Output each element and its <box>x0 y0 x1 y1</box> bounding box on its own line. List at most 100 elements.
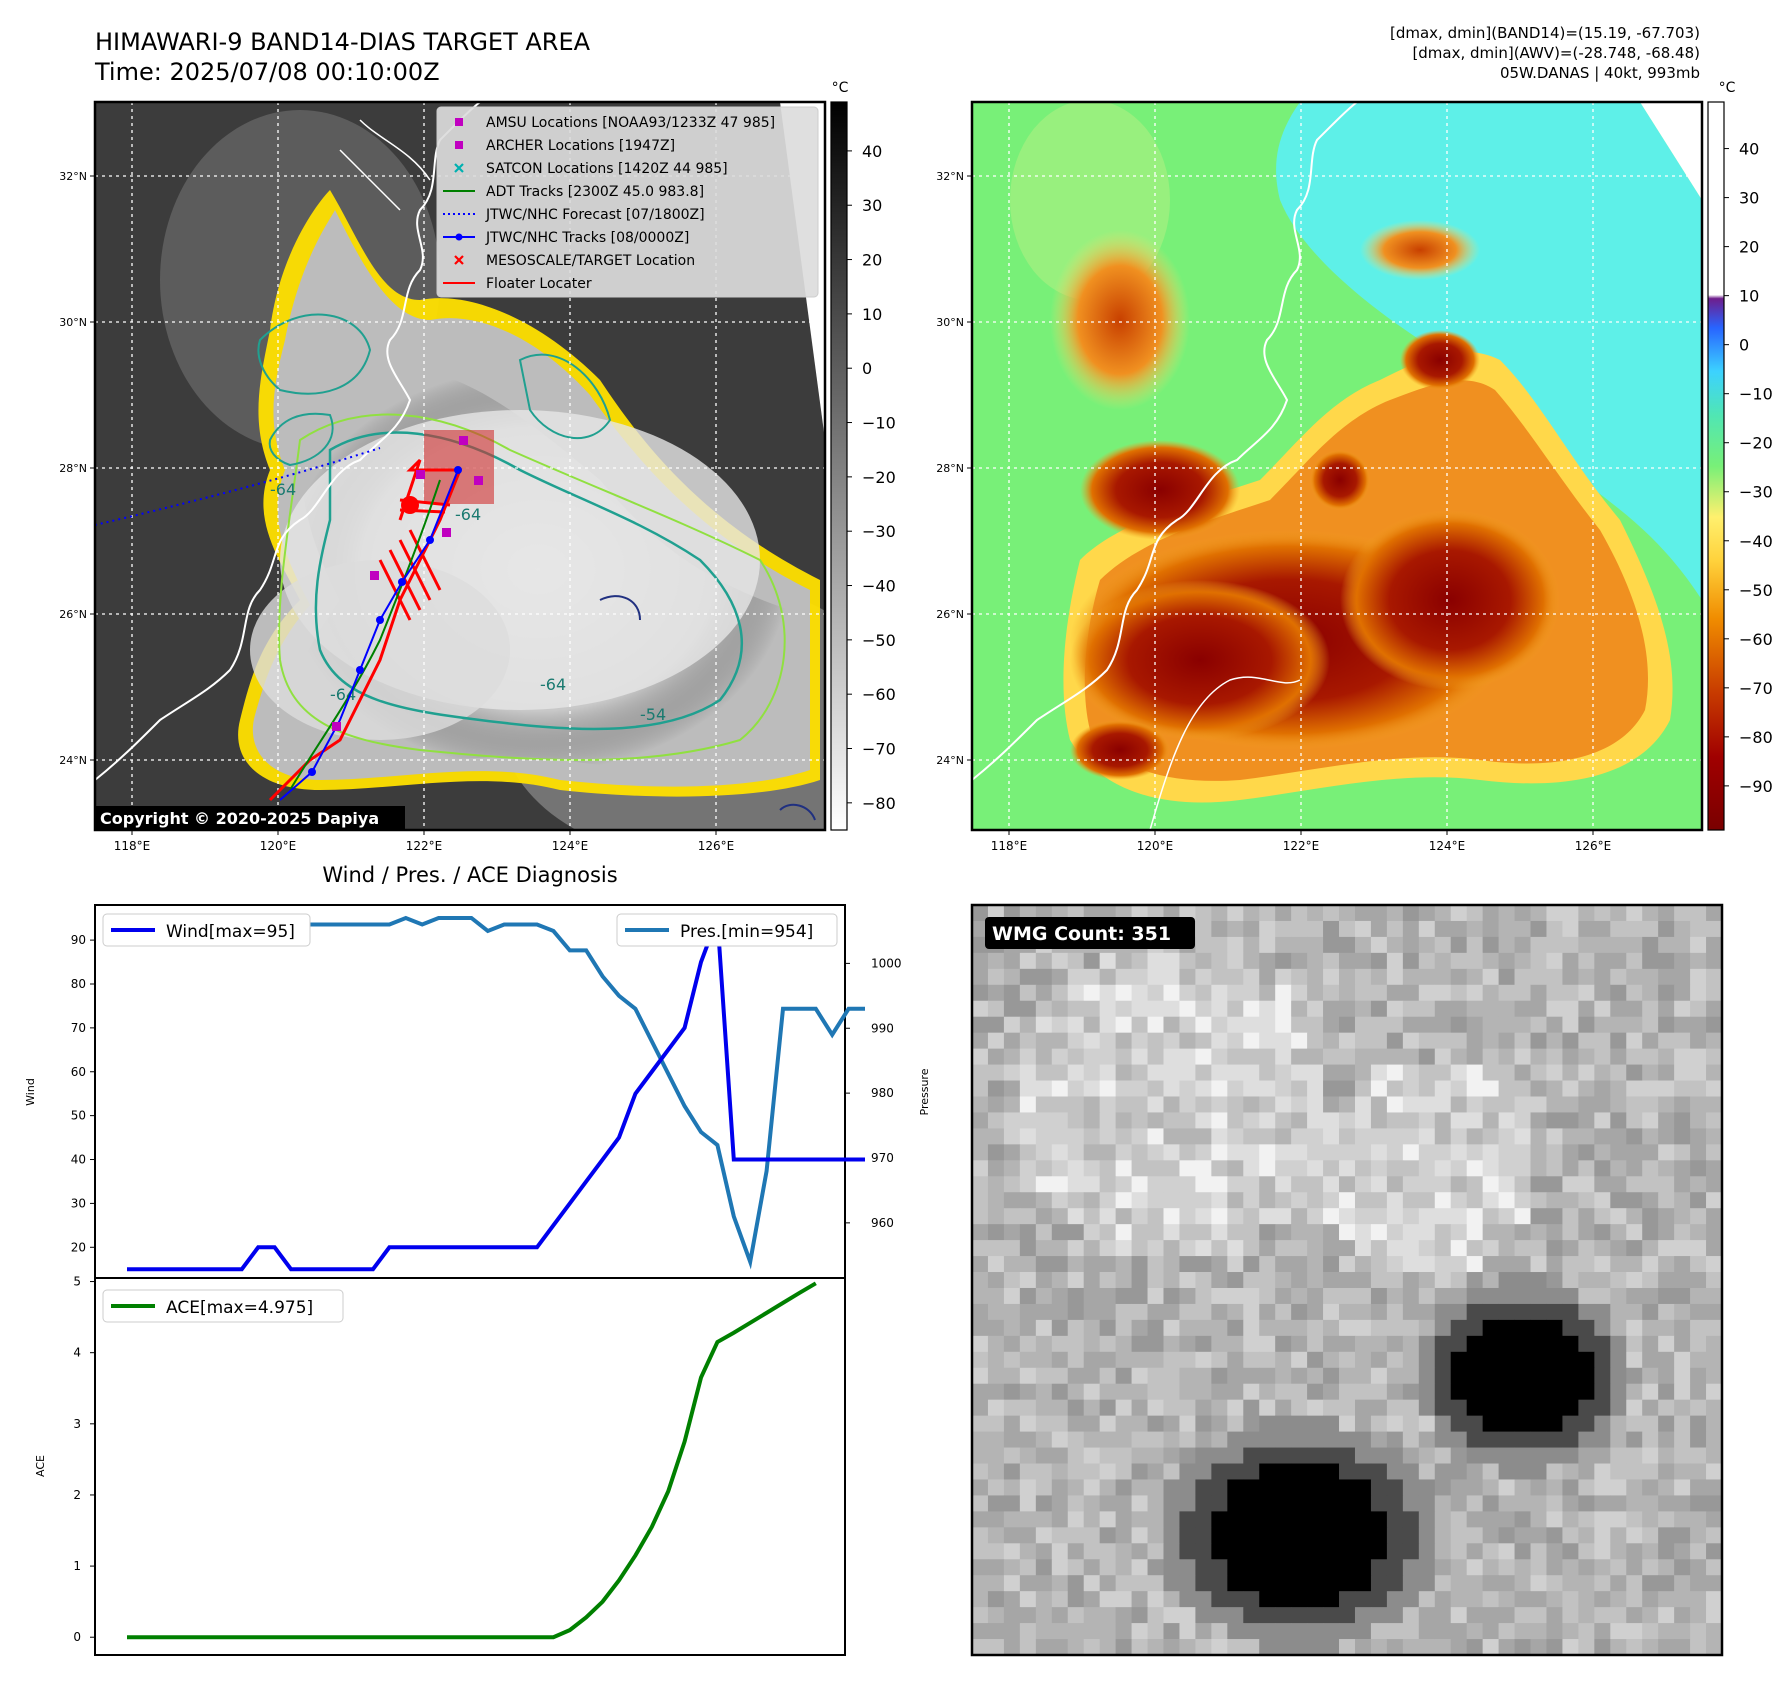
wmg-cell <box>1626 1575 1643 1592</box>
wmg-cell <box>1498 1319 1515 1337</box>
wmg-cell <box>1498 1176 1515 1193</box>
wmg-cell <box>1307 905 1324 922</box>
wmg-cell <box>1339 1511 1356 1528</box>
wmg-cell <box>1067 1511 1085 1528</box>
wmg-cell <box>1275 1639 1292 1655</box>
wmg-cell <box>1227 1463 1244 1480</box>
wmg-cell <box>1386 952 1404 970</box>
wmg-cell <box>1163 968 1180 986</box>
wmg-cell <box>1243 1240 1260 1257</box>
wmg-cell <box>1434 1607 1452 1624</box>
wmg-cell <box>1131 1287 1148 1305</box>
wmg-cell <box>1275 1335 1292 1353</box>
wmg-cell <box>1035 1096 1053 1113</box>
wmg-cell <box>1051 1272 1069 1289</box>
wmg-cell <box>1147 1367 1164 1385</box>
wmg-cell <box>1626 905 1643 922</box>
lat-tick-label: 26°N <box>936 608 964 621</box>
wmg-cell <box>1594 968 1611 986</box>
wmg-cell <box>1370 1511 1388 1528</box>
wmg-cell <box>1466 1303 1484 1321</box>
wmg-cell <box>1642 936 1659 954</box>
wmg-cell <box>1386 1080 1404 1097</box>
wmg-cell <box>1179 1559 1196 1576</box>
wmg-cell <box>1690 1495 1707 1512</box>
wmg-cell <box>1706 1559 1722 1576</box>
wmg-cell <box>1179 1272 1196 1289</box>
wmg-cell <box>1546 1000 1563 1018</box>
wmg-cell <box>1418 1064 1436 1081</box>
wmg-cell <box>1434 1064 1452 1081</box>
wmg-cell <box>1099 1208 1117 1225</box>
wmg-cell <box>1466 1000 1484 1018</box>
wmg-cell <box>1291 1303 1308 1321</box>
wmg-cell <box>1354 1256 1372 1273</box>
wmg-cell <box>1099 1192 1117 1209</box>
wmg-cell <box>987 1208 1005 1225</box>
wmg-cell <box>1291 1415 1308 1432</box>
wmg-cell <box>1514 1607 1531 1624</box>
wmg-cell <box>972 1591 989 1608</box>
wmg-cell <box>1019 1415 1037 1432</box>
wmg-cell <box>1115 1575 1132 1592</box>
wmg-cell <box>1179 1240 1196 1257</box>
wmg-cell <box>1402 1080 1420 1097</box>
wmg-cell <box>1259 1096 1276 1113</box>
wmg-cell <box>1658 968 1675 986</box>
wmg-cell <box>1642 1240 1659 1257</box>
wmg-cell <box>1259 1303 1276 1321</box>
wmg-cell <box>1003 1383 1021 1401</box>
wmg-cell <box>1530 1335 1547 1353</box>
wmg-cell <box>1530 1367 1547 1385</box>
wmg-cell <box>1323 984 1340 1002</box>
wmg-cell <box>1434 1080 1452 1097</box>
wmg-cell <box>1482 1128 1499 1145</box>
wmg-cell <box>1003 1303 1021 1321</box>
wmg-cell <box>1243 1032 1260 1050</box>
wmg-cell <box>1323 1367 1340 1385</box>
wmg-cell <box>1610 1128 1627 1145</box>
wmg-cell <box>1530 984 1547 1002</box>
wmg-cell <box>1498 1543 1515 1560</box>
wmg-cell <box>1259 1192 1276 1209</box>
wmg-cell <box>1275 1064 1292 1081</box>
wmg-cell <box>1339 1080 1356 1097</box>
wmg-cell <box>1706 1511 1722 1528</box>
wmg-cell <box>1690 1272 1707 1289</box>
wmg-cell <box>1562 1431 1579 1448</box>
wmg-cell <box>1594 1431 1611 1448</box>
wmg-cell <box>987 1543 1005 1560</box>
wmg-cell <box>1434 1479 1452 1496</box>
wmg-cell <box>1131 984 1148 1002</box>
wmg-cell <box>1179 1064 1196 1081</box>
wmg-cell <box>1578 1575 1595 1592</box>
wmg-cell <box>1578 1192 1595 1209</box>
wmg-cell <box>1195 1048 1212 1065</box>
wmg-cell <box>1562 1319 1579 1337</box>
wmg-cell <box>1083 1319 1101 1337</box>
wmg-cell <box>1514 1144 1531 1161</box>
wmg-cell <box>1674 1064 1691 1081</box>
wmg-cell <box>1562 1367 1579 1385</box>
wmg-cell <box>1402 1032 1420 1050</box>
wmg-cell <box>1626 1559 1643 1576</box>
wmg-cell <box>1578 1287 1595 1305</box>
wmg-cell <box>1418 1319 1436 1337</box>
wmg-cell <box>1163 1287 1180 1305</box>
wmg-cell <box>1291 1479 1308 1496</box>
colorbar-tick-label: 0 <box>862 359 872 378</box>
wmg-cell <box>1003 1080 1021 1097</box>
wmg-cell <box>1131 1351 1148 1369</box>
wmg-cell <box>1179 1032 1196 1050</box>
wmg-cell <box>1706 1335 1722 1353</box>
wmg-cell <box>1195 1240 1212 1257</box>
wmg-cell <box>1195 1112 1212 1129</box>
wmg-cell <box>1434 984 1452 1002</box>
wmg-cell <box>1706 1112 1722 1129</box>
wmg-cell <box>972 1016 989 1034</box>
wmg-cell <box>1674 1176 1691 1193</box>
wmg-cell <box>1530 1495 1547 1512</box>
wmg-cell <box>1115 1511 1132 1528</box>
wmg-cell <box>1067 1399 1085 1417</box>
wmg-cell <box>1546 952 1563 970</box>
